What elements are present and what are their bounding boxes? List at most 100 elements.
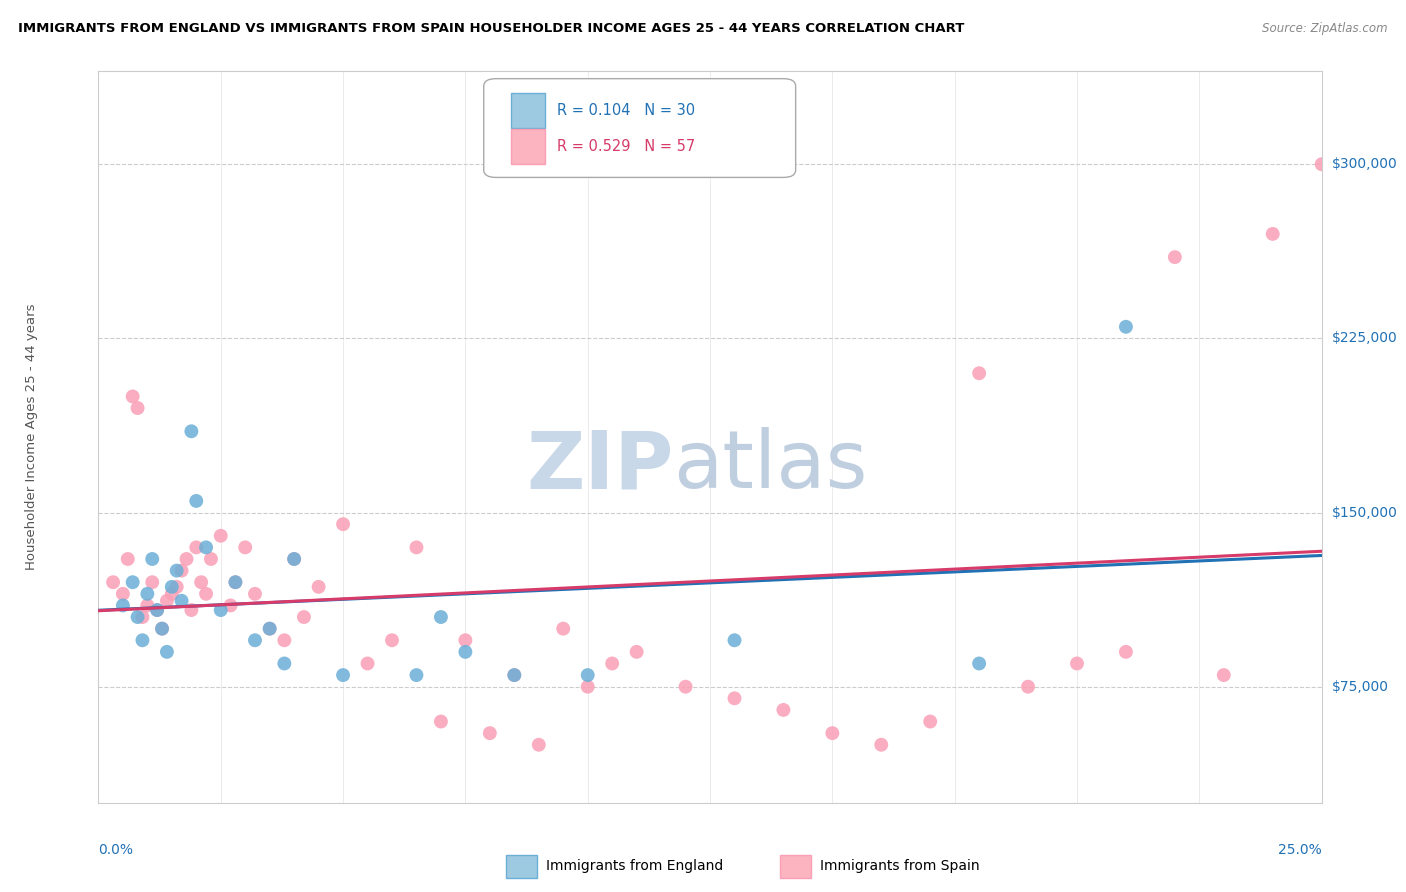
Point — [146, 603, 169, 617]
Point — [170, 594, 193, 608]
Point — [454, 633, 477, 648]
Point — [283, 552, 305, 566]
Point — [160, 587, 183, 601]
Point — [166, 580, 188, 594]
Point — [967, 366, 990, 380]
Point — [150, 622, 173, 636]
Text: 25.0%: 25.0% — [1278, 843, 1322, 857]
Point — [121, 389, 143, 403]
Point — [821, 726, 844, 740]
Point — [1017, 680, 1039, 694]
Point — [626, 645, 648, 659]
Point — [136, 599, 159, 613]
Text: ZIP: ZIP — [526, 427, 673, 506]
Point — [150, 622, 173, 636]
Point — [111, 599, 134, 613]
Text: 0.0%: 0.0% — [98, 843, 134, 857]
Point — [209, 603, 232, 617]
Point — [430, 610, 453, 624]
Point — [160, 580, 183, 594]
Text: $300,000: $300,000 — [1331, 157, 1398, 171]
Point — [1066, 657, 1088, 671]
Point — [1310, 157, 1333, 171]
Point — [292, 610, 315, 624]
Text: R = 0.529   N = 57: R = 0.529 N = 57 — [557, 139, 696, 154]
Point — [356, 657, 378, 671]
Text: Source: ZipAtlas.com: Source: ZipAtlas.com — [1263, 22, 1388, 36]
FancyBboxPatch shape — [510, 129, 546, 164]
Point — [454, 645, 477, 659]
Point — [121, 575, 143, 590]
Point — [233, 541, 256, 555]
Point — [1164, 250, 1187, 264]
Point — [259, 622, 281, 636]
Point — [141, 552, 163, 566]
Point — [186, 494, 208, 508]
Point — [131, 633, 153, 648]
Point — [131, 610, 153, 624]
Text: $75,000: $75,000 — [1331, 680, 1389, 694]
Point — [273, 657, 295, 671]
Point — [1261, 227, 1284, 241]
Point — [332, 668, 354, 682]
Point — [195, 587, 218, 601]
Point — [127, 610, 149, 624]
Point — [243, 633, 266, 648]
Point — [576, 680, 599, 694]
Point — [1115, 645, 1137, 659]
Point — [967, 657, 990, 671]
Point — [308, 580, 330, 594]
Point — [156, 645, 179, 659]
Point — [127, 401, 149, 415]
Point — [186, 541, 208, 555]
Point — [723, 691, 745, 706]
Point — [101, 575, 124, 590]
Point — [170, 564, 193, 578]
Point — [1115, 319, 1137, 334]
Text: Householder Income Ages 25 - 44 years: Householder Income Ages 25 - 44 years — [25, 304, 38, 570]
Point — [117, 552, 139, 566]
Point — [772, 703, 794, 717]
Point — [200, 552, 222, 566]
Point — [141, 575, 163, 590]
Point — [405, 541, 427, 555]
Text: R = 0.104   N = 30: R = 0.104 N = 30 — [557, 103, 695, 118]
Point — [224, 575, 246, 590]
Point — [209, 529, 232, 543]
Point — [219, 599, 242, 613]
Point — [503, 668, 526, 682]
Text: IMMIGRANTS FROM ENGLAND VS IMMIGRANTS FROM SPAIN HOUSEHOLDER INCOME AGES 25 - 44: IMMIGRANTS FROM ENGLAND VS IMMIGRANTS FR… — [18, 22, 965, 36]
Point — [600, 657, 623, 671]
Point — [723, 633, 745, 648]
Point — [503, 668, 526, 682]
Point — [675, 680, 697, 694]
Point — [111, 587, 134, 601]
Point — [180, 603, 202, 617]
Point — [283, 552, 305, 566]
Point — [195, 541, 218, 555]
Point — [243, 587, 266, 601]
Point — [1212, 668, 1234, 682]
Text: Immigrants from Spain: Immigrants from Spain — [820, 859, 980, 873]
Point — [553, 622, 575, 636]
Point — [870, 738, 893, 752]
Point — [176, 552, 198, 566]
Point — [405, 668, 427, 682]
Point — [478, 726, 501, 740]
Point — [332, 517, 354, 532]
Point — [156, 594, 179, 608]
Text: Immigrants from England: Immigrants from England — [546, 859, 723, 873]
Point — [381, 633, 404, 648]
Point — [920, 714, 942, 729]
Point — [259, 622, 281, 636]
FancyBboxPatch shape — [510, 93, 546, 128]
Point — [136, 587, 159, 601]
Text: atlas: atlas — [673, 427, 868, 506]
Point — [576, 668, 599, 682]
Point — [273, 633, 295, 648]
Point — [180, 424, 202, 438]
Point — [190, 575, 212, 590]
Text: $225,000: $225,000 — [1331, 332, 1398, 345]
Point — [146, 603, 169, 617]
Point — [527, 738, 550, 752]
